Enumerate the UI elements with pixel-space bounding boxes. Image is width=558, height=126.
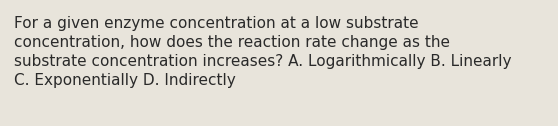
Text: For a given enzyme concentration at a low substrate: For a given enzyme concentration at a lo… — [14, 16, 418, 31]
Text: substrate concentration increases? A. Logarithmically B. Linearly: substrate concentration increases? A. Lo… — [14, 54, 512, 69]
Text: C. Exponentially D. Indirectly: C. Exponentially D. Indirectly — [14, 73, 235, 88]
Text: concentration, how does the reaction rate change as the: concentration, how does the reaction rat… — [14, 35, 450, 50]
